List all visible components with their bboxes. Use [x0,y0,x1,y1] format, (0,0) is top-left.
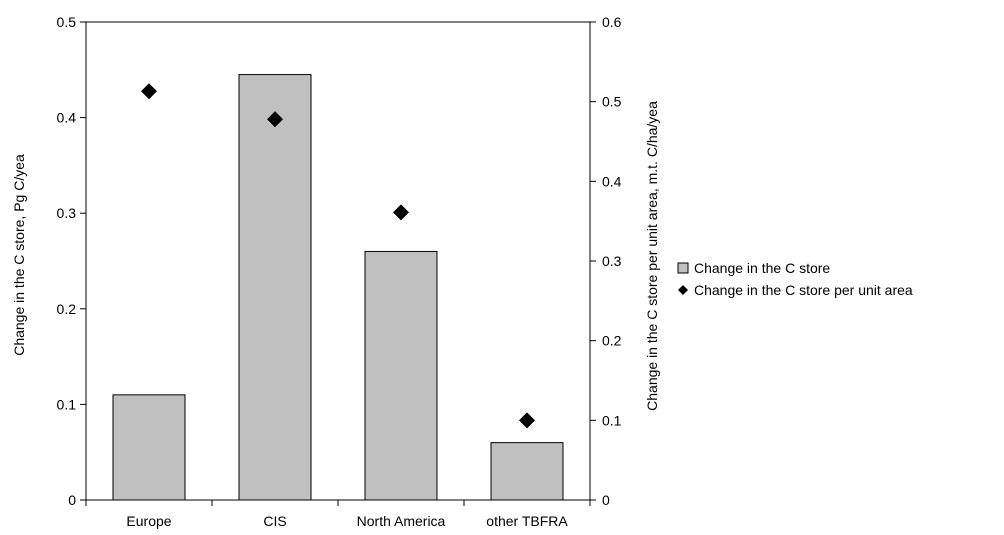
y2-tick-label: 0.6 [602,14,622,30]
x-tick-label: CIS [263,513,286,529]
bar-other-tbfra [490,442,564,501]
legend-diamond-label: Change in the C store per unit area [694,282,913,298]
y-tick-label: 0.3 [57,205,77,221]
y-tick-label: 0.1 [57,396,77,412]
legend: Change in the C store Change in the C st… [677,260,913,298]
x-axis: Europe CIS North America other TBFRA [85,500,591,529]
y2-tick-label: 0 [602,492,610,508]
markers [141,83,535,429]
y-tick-label: 0 [68,492,76,508]
y2-tick-label: 0.5 [602,94,622,110]
y-tick-label: 0.4 [57,110,77,126]
point-cis [267,111,283,128]
left-axis: 0 0.1 0.2 0.3 0.4 0.5 [57,14,86,508]
legend-bar-label: Change in the C store [694,260,830,276]
y2-tick-label: 0.2 [602,333,622,349]
y-tick-label: 0.5 [57,14,77,30]
point-europe [141,83,157,100]
y-tick-label: 0.2 [57,301,77,317]
bar-cis [238,74,312,501]
y2-tick-label: 0.3 [602,253,622,269]
legend-diamond-swatch [678,285,688,295]
y2-tick-label: 0.1 [602,412,622,428]
point-other-tbfra [519,412,535,429]
x-tick-label: North America [357,513,446,529]
point-north-america [393,204,409,221]
bars [112,74,564,501]
x-tick-label: Europe [126,513,171,529]
y2-tick-label: 0.4 [602,173,622,189]
y-axis-label: Change in the C store, Pg C/yea [11,154,27,356]
right-axis: 0 0.1 0.2 0.3 0.4 0.5 0.6 [590,14,622,508]
bar-europe [112,394,186,501]
legend-bar-swatch [677,262,689,274]
bar-north-america [364,250,438,501]
y2-axis-label: Change in the C store per unit area, m.t… [644,101,660,411]
x-tick-label: other TBFRA [486,513,568,529]
